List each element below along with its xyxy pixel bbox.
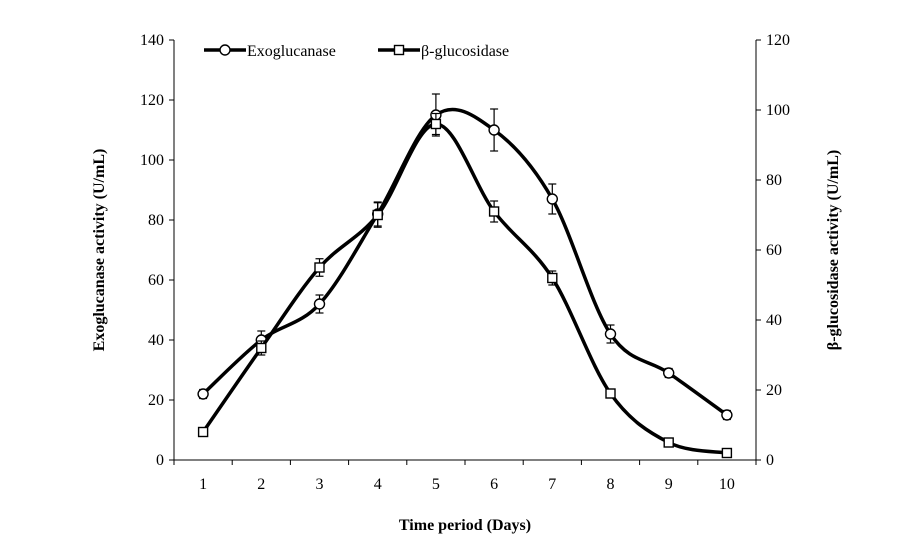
data-point-exoglucanase xyxy=(313,298,326,310)
y-tick-label-left: 20 xyxy=(148,392,164,409)
data-point-beta-glucosidase xyxy=(372,209,383,221)
x-tick-label: 4 xyxy=(374,476,382,493)
y-tick-label-left: 80 xyxy=(148,212,164,229)
legend-item-beta-glucosidase: β-glucosidase xyxy=(378,43,509,60)
series-line-beta-glucosidase xyxy=(201,122,729,455)
legend-label-beta-glucosidase: β-glucosidase xyxy=(421,43,509,60)
data-point-exoglucanase xyxy=(663,367,675,379)
y-ticks-left: 0 20 40 60 80 100 120 140 xyxy=(140,32,174,469)
x-tick-label: 5 xyxy=(432,476,440,493)
legend: Exoglucanase β-glucosidase xyxy=(204,43,509,60)
data-point-beta-glucosidase xyxy=(314,262,325,273)
x-tick-label: 6 xyxy=(490,476,498,493)
data-point-exoglucanase xyxy=(604,328,617,340)
series-beta-glucosidase xyxy=(197,112,733,459)
data-point-beta-glucosidase xyxy=(721,447,733,459)
x-ticks: 1 2 3 4 5 6 7 8 9 10 xyxy=(173,460,757,493)
data-point-beta-glucosidase xyxy=(430,118,442,130)
data-point-beta-glucosidase xyxy=(547,272,558,284)
y-tick-label-right: 100 xyxy=(766,102,790,119)
x-tick-label: 7 xyxy=(548,476,556,493)
y-tick-label-left: 40 xyxy=(148,332,164,349)
y-tick-label-right: 40 xyxy=(766,312,782,329)
legend-label-exoglucanase: Exoglucanase xyxy=(247,43,336,60)
y-ticks-right: 0 20 40 60 80 100 120 xyxy=(756,32,790,469)
series-layer xyxy=(197,93,733,459)
data-point-exoglucanase xyxy=(488,124,500,136)
series-exoglucanase xyxy=(197,93,733,421)
y-tick-label-right: 20 xyxy=(766,382,782,399)
x-tick-label: 3 xyxy=(316,476,324,493)
data-point-beta-glucosidase xyxy=(197,426,209,438)
legend-marker-circle xyxy=(219,44,231,56)
series-line-exoglucanase xyxy=(201,107,729,417)
x-tick-label: 10 xyxy=(719,476,735,493)
data-point-beta-glucosidase xyxy=(663,437,674,448)
data-point-beta-glucosidase xyxy=(256,342,267,354)
x-tick-label: 2 xyxy=(257,476,265,493)
data-point-beta-glucosidase xyxy=(488,206,500,217)
x-tick-label: 8 xyxy=(607,476,615,493)
y-tick-label-left: 120 xyxy=(140,92,164,109)
y-axis-title-left: Exoglucanase activity (U/mL) xyxy=(91,149,108,352)
data-point-exoglucanase xyxy=(197,388,209,400)
x-tick-label: 9 xyxy=(665,476,673,493)
data-point-exoglucanase xyxy=(546,193,558,205)
legend-item-exoglucanase: Exoglucanase xyxy=(204,43,336,60)
y-tick-label-right: 120 xyxy=(766,32,790,49)
y-axis-title-right: β-glucosidase activity (U/mL) xyxy=(825,150,842,350)
legend-marker-square xyxy=(393,44,405,56)
x-tick-label: 1 xyxy=(199,476,207,493)
data-point-exoglucanase xyxy=(721,409,733,421)
y-tick-label-right: 60 xyxy=(766,242,782,259)
y-tick-label-left: 60 xyxy=(148,272,164,289)
y-tick-label-left: 0 xyxy=(156,452,164,469)
x-axis-title: Time period (Days) xyxy=(399,517,531,534)
y-tick-label-right: 0 xyxy=(766,452,774,469)
y-tick-label-left: 100 xyxy=(140,152,164,169)
axes-layer xyxy=(173,40,757,461)
y-tick-label-right: 80 xyxy=(766,172,782,189)
data-point-beta-glucosidase xyxy=(605,388,616,399)
y-tick-label-left: 140 xyxy=(140,32,164,49)
